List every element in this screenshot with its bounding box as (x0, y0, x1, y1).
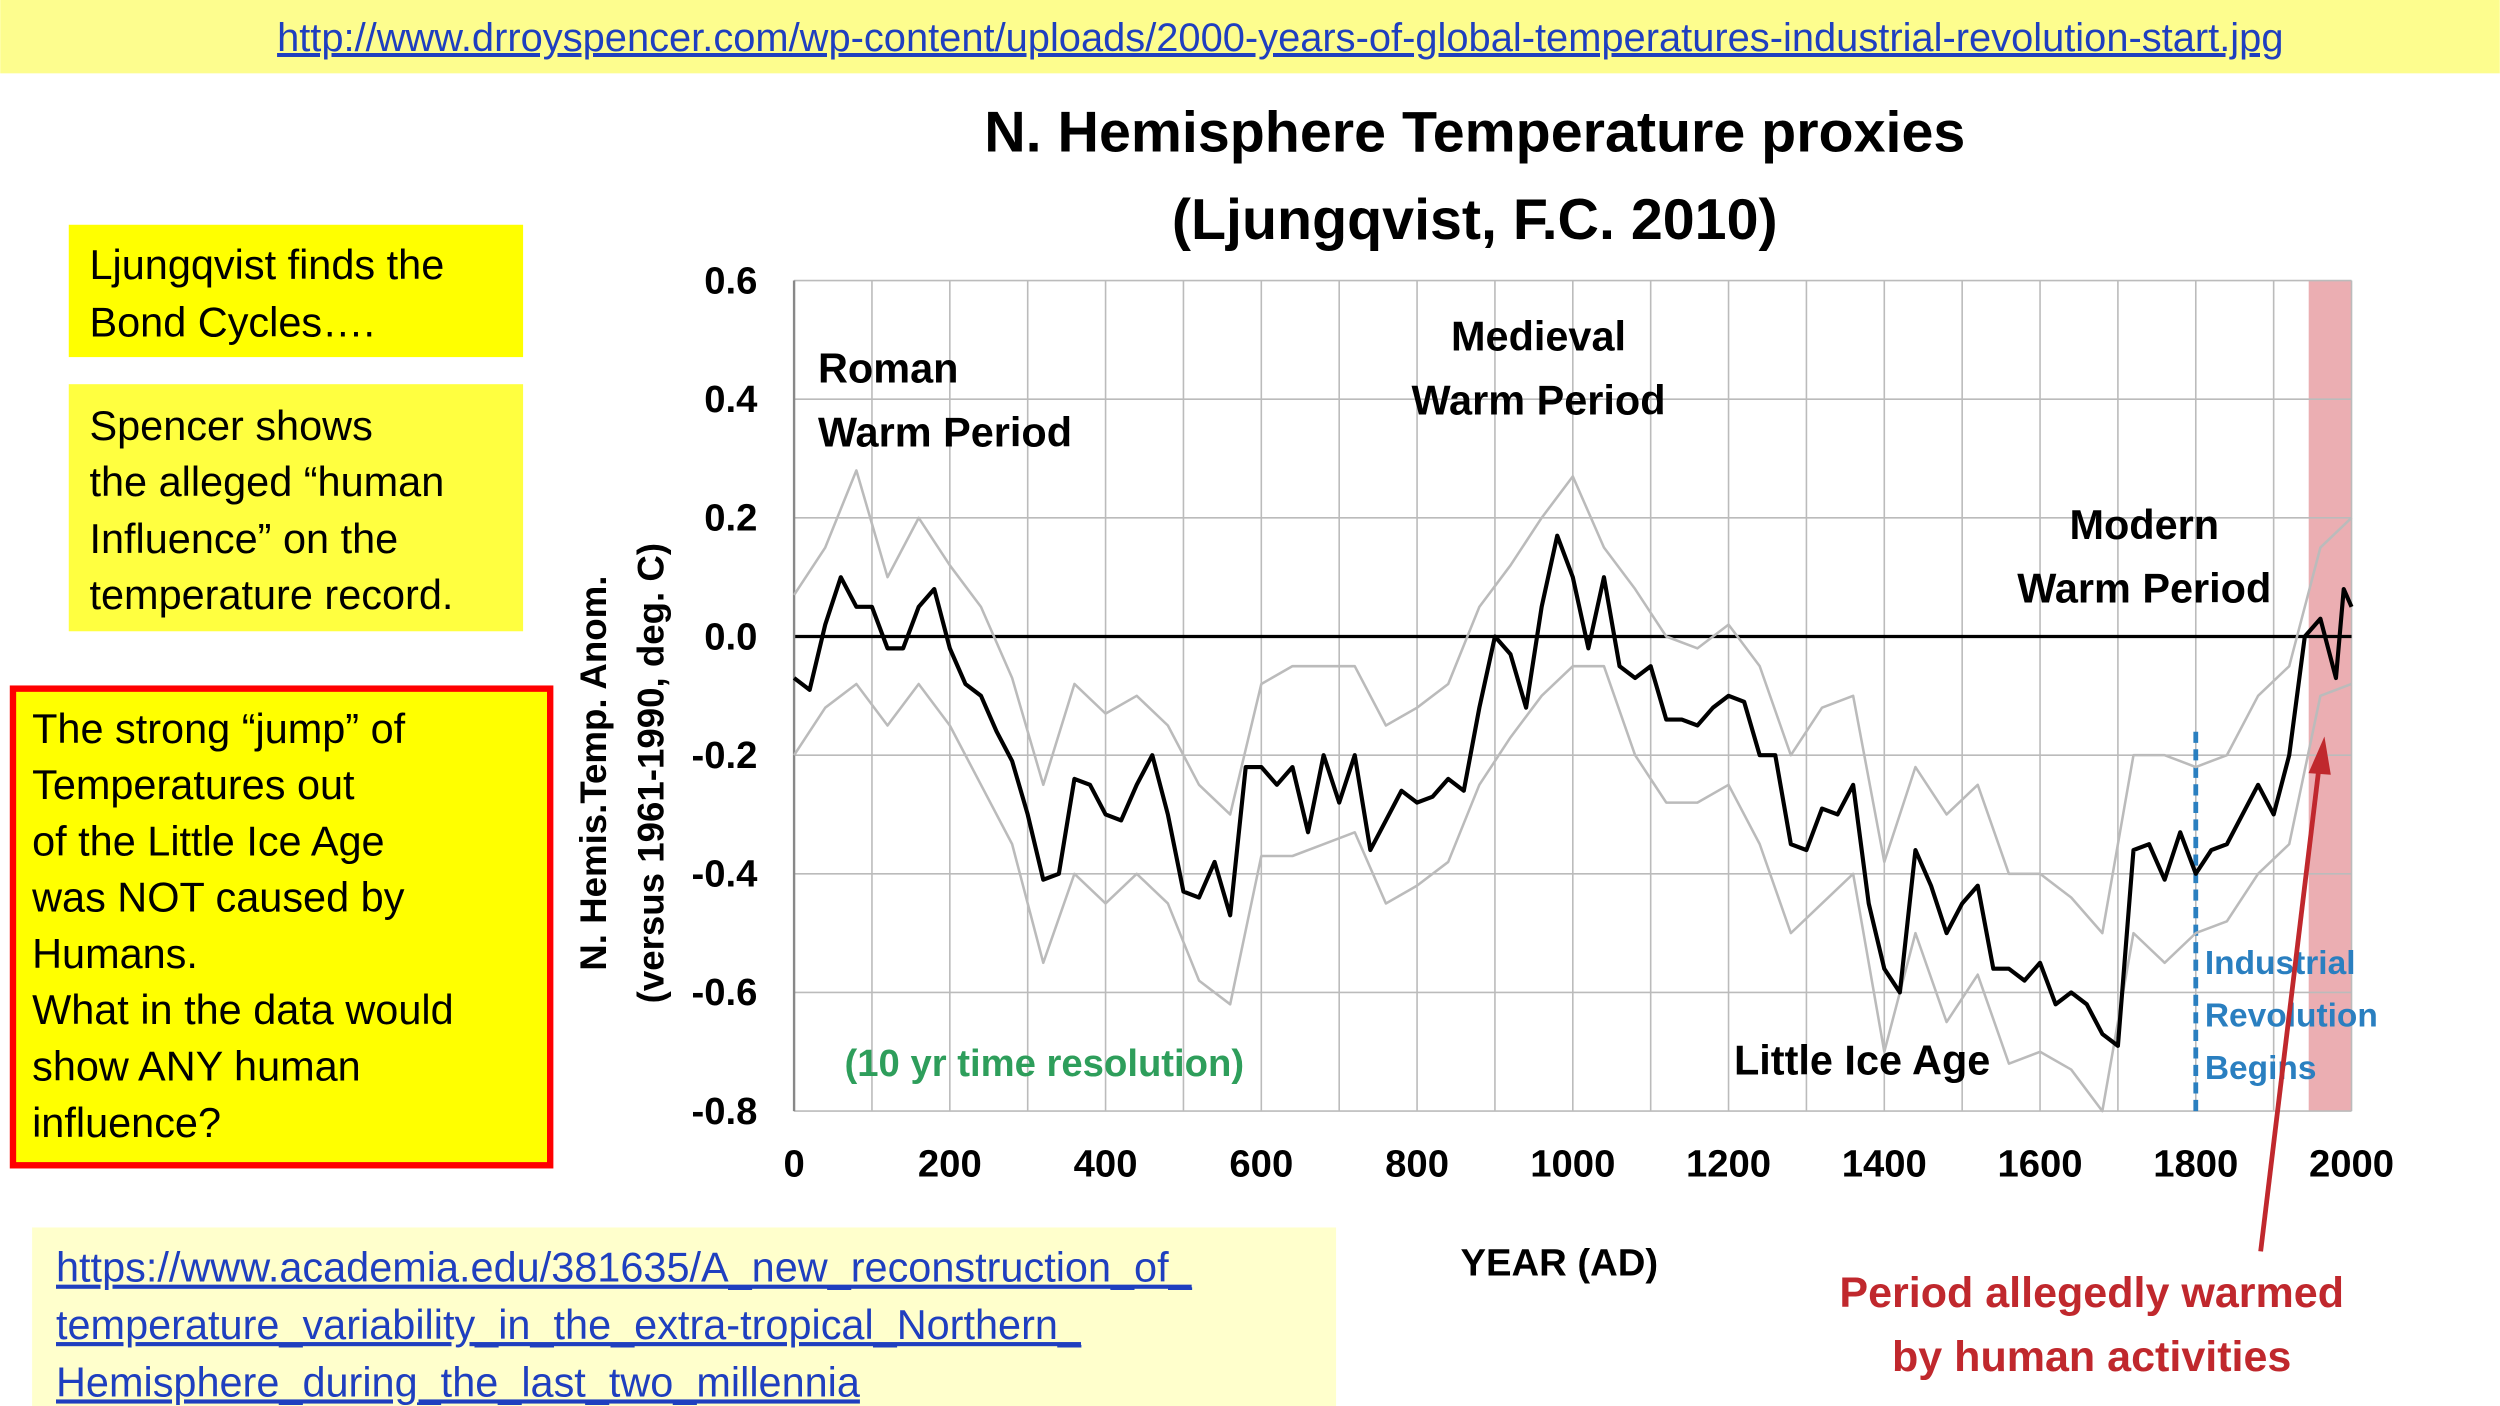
y-tick-label: 0.6 (704, 259, 757, 302)
shaded-span (2308, 280, 2352, 1112)
reference-link: temperature_variability_in_the_extra-tro… (56, 1301, 1082, 1348)
series-line (792, 533, 2354, 1048)
note-text: the alleged “human (89, 458, 444, 505)
y-axis-label: N. Hemis.Temp. Anom. (versus 1961-1990, d… (573, 543, 671, 1003)
y-axis-label-line: N. Hemis.Temp. Anom. (573, 576, 614, 971)
callout-text: show ANY human (32, 1042, 361, 1089)
reference-link: https://www.academia.edu/381635/A_new_re… (56, 1244, 1193, 1291)
note-text: Spencer shows (89, 402, 372, 449)
annotation: Industrial (2205, 945, 2356, 982)
x-tick-label: 2000 (2309, 1142, 2394, 1185)
annotation: Roman (818, 345, 958, 392)
y-tick-label: -0.4 (691, 853, 758, 896)
note-text: Bond Cycles…. (89, 298, 375, 345)
arrow-note: by human activities (1892, 1333, 2291, 1381)
callout-text: Humans. (32, 930, 198, 977)
y-axis-label-line: (versus 1961-1990, deg. C) (630, 543, 671, 1003)
note-box (68, 224, 524, 358)
annotation: Little Ice Age (1734, 1036, 1990, 1083)
x-axis-label: YEAR (AD) (1460, 1241, 1658, 1284)
arrow-head (2308, 736, 2331, 775)
chart-title: N. Hemisphere Temperature proxies (984, 100, 1965, 164)
x-tick-label: 1800 (2153, 1142, 2238, 1185)
x-tick-label: 0 (783, 1142, 804, 1185)
url-link: http://www.drroyspencer.com/wp-content/u… (277, 16, 2283, 60)
callout-text: influence? (32, 1099, 221, 1146)
annotation: Modern (2069, 501, 2219, 548)
arrow (2258, 761, 2323, 1252)
annotation: Medieval (1451, 313, 1626, 360)
y-tick-label: -0.8 (691, 1090, 757, 1133)
note-text: temperature record. (89, 571, 453, 618)
callout-box (9, 685, 554, 1169)
link-box (32, 1227, 1337, 1406)
y-tick-label: -0.6 (691, 971, 757, 1014)
callout-text: What in the data would (32, 986, 454, 1033)
url-band (0, 0, 2500, 74)
arrow-note: Period allegedly warmed (1839, 1269, 2344, 1317)
series-line (793, 469, 2353, 935)
callout-text: The strong “jump” of (32, 705, 406, 752)
x-tick-label: 800 (1385, 1142, 1449, 1185)
annotation: Warm Period (818, 408, 1072, 455)
x-tick-label: 600 (1229, 1142, 1293, 1185)
y-tick-label: 0.4 (704, 378, 758, 421)
annotation: (10 yr time resolution) (845, 1042, 1245, 1085)
x-tick-label: 1600 (1997, 1142, 2082, 1185)
annotation: Warm Period (2017, 565, 2271, 612)
series-line (793, 664, 2352, 1113)
callout-text: of the Little Ice Age (32, 817, 384, 864)
y-tick-label: 0.2 (704, 497, 757, 540)
note-text: Influence” on the (89, 515, 398, 562)
y-tick-label: -0.2 (691, 734, 757, 777)
x-tick-label: 1200 (1686, 1142, 1771, 1185)
note-box (68, 384, 524, 632)
reference-link: Hemisphere_during_the_last_two_millennia (56, 1358, 861, 1405)
callout-text: Temperatures out (32, 761, 355, 808)
x-tick-label: 400 (1074, 1142, 1138, 1185)
y-tick-label: 0.0 (704, 615, 757, 658)
callout-text: was NOT caused by (31, 874, 405, 921)
annotation: Begins (2205, 1050, 2317, 1087)
x-tick-label: 200 (918, 1142, 982, 1185)
chart-title: (Ljungqvist, F.C. 2010) (1172, 188, 1778, 252)
note-text: Ljungqvist finds the (89, 241, 444, 288)
annotation: Warm Period (1412, 376, 1666, 423)
x-tick-label: 1400 (1842, 1142, 1927, 1185)
x-tick-label: 1000 (1530, 1142, 1615, 1185)
